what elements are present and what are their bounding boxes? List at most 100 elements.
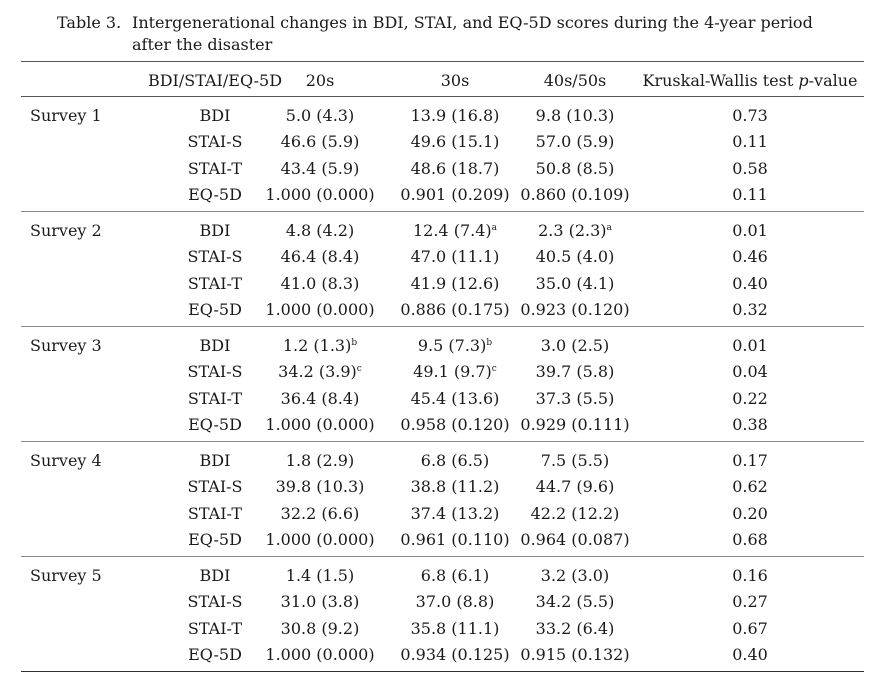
footnote-marker: a (606, 223, 612, 233)
cell-40s50s: 33.2 (6.4) (500, 619, 650, 639)
measure-cell-value: STAI-T (187, 389, 243, 408)
cell-40s50s: 0.860 (0.109) (500, 185, 650, 205)
cell-30s: 37.4 (13.2) (370, 504, 540, 524)
cell-20s: 1.8 (2.9) (240, 451, 400, 471)
cell-p-value-value: 0.40 (732, 645, 768, 664)
cell-20s: 43.4 (5.9) (240, 159, 400, 179)
cell-30s: 41.9 (12.6) (370, 274, 540, 294)
cell-p-value-value: 0.38 (732, 415, 768, 434)
cell-40s50s-value: 9.8 (10.3) (535, 106, 615, 125)
footnote-marker: c (491, 364, 497, 374)
cell-p-value-value: 0.16 (732, 566, 768, 585)
cell-p-value: 0.27 (640, 592, 860, 612)
measure-cell-value: STAI-T (187, 619, 243, 638)
cell-30s-value: 13.9 (16.8) (410, 106, 500, 125)
cell-20s-value: 39.8 (10.3) (275, 477, 365, 496)
cell-p-value-value: 0.27 (732, 592, 768, 611)
cell-p-value: 0.40 (640, 274, 860, 294)
cell-30s: 47.0 (11.1) (370, 247, 540, 267)
survey-label: Survey 2 (30, 221, 102, 240)
cell-30s: 0.901 (0.209) (370, 185, 540, 205)
survey-label: Survey 5 (30, 566, 102, 585)
cell-p-value-value: 0.04 (732, 362, 768, 381)
cell-p-value: 0.58 (640, 159, 860, 179)
measure-cell-value: EQ-5D (188, 415, 242, 434)
bottom-rule (21, 671, 864, 672)
measure-cell-value: BDI (199, 221, 231, 240)
cell-30s: 13.9 (16.8) (370, 106, 540, 126)
cell-p-value-value: 0.11 (732, 185, 768, 204)
cell-p-value-value: 0.11 (732, 132, 768, 151)
cell-30s: 9.5 (7.3)b (370, 336, 540, 356)
measure-cell-value: STAI-S (187, 247, 243, 266)
cell-p-value-value: 0.01 (732, 336, 768, 355)
cell-30s-value: 37.0 (8.8) (415, 592, 495, 611)
cell-20s: 46.4 (8.4) (240, 247, 400, 267)
cell-p-value: 0.01 (640, 221, 860, 241)
cell-20s: 31.0 (3.8) (240, 592, 400, 612)
measure-cell-value: EQ-5D (188, 530, 242, 549)
cell-30s-value: 49.1 (9.7) (413, 362, 492, 381)
header-p-italic: p (798, 71, 809, 90)
cell-40s50s-value: 35.0 (4.1) (535, 274, 615, 293)
cell-40s50s: 39.7 (5.8) (500, 362, 650, 382)
cell-30s-value: 0.958 (0.120) (400, 415, 510, 434)
cell-40s50s: 34.2 (5.5) (500, 592, 650, 612)
cell-40s50s: 40.5 (4.0) (500, 247, 650, 267)
cell-p-value: 0.11 (640, 132, 860, 152)
cell-20s: 36.4 (8.4) (240, 389, 400, 409)
cell-40s50s-value: 40.5 (4.0) (535, 247, 615, 266)
cell-40s50s-value: 0.915 (0.132) (520, 645, 630, 664)
cell-30s: 45.4 (13.6) (370, 389, 540, 409)
cell-30s: 38.8 (11.2) (370, 477, 540, 497)
cell-30s: 49.1 (9.7)c (370, 362, 540, 382)
measure-cell: STAI-S (110, 592, 320, 612)
footnote-marker: c (356, 364, 362, 374)
cell-40s50s: 0.915 (0.132) (500, 645, 650, 665)
cell-40s50s-value: 57.0 (5.9) (535, 132, 615, 151)
cell-20s: 1.000 (0.000) (240, 415, 400, 435)
measure-cell: EQ-5D (110, 185, 320, 205)
cell-30s-value: 6.8 (6.5) (420, 451, 490, 470)
cell-40s50s-value: 42.2 (12.2) (530, 504, 620, 523)
cell-p-value: 0.22 (640, 389, 860, 409)
footnote-marker: b (486, 338, 493, 348)
cell-30s: 12.4 (7.4)a (370, 221, 540, 241)
cell-p-value: 0.38 (640, 415, 860, 435)
measure-cell-value: EQ-5D (188, 300, 242, 319)
cell-p-value-value: 0.40 (732, 274, 768, 293)
cell-p-value-value: 0.01 (732, 221, 768, 240)
measure-cell-value: STAI-S (187, 132, 243, 151)
cell-20s-value: 46.6 (5.9) (280, 132, 360, 151)
block-divider (21, 326, 864, 327)
measure-cell-value: STAI-S (187, 477, 243, 496)
header-p-prefix: Kruskal-Wallis test (642, 71, 799, 90)
cell-40s50s: 0.964 (0.087) (500, 530, 650, 550)
cell-p-value-value: 0.32 (732, 300, 768, 319)
measure-cell: BDI (110, 336, 320, 356)
cell-40s50s-value: 2.3 (2.3) (538, 221, 607, 240)
measure-cell-value: EQ-5D (188, 645, 242, 664)
cell-40s50s: 42.2 (12.2) (500, 504, 650, 524)
cell-20s-value: 30.8 (9.2) (280, 619, 360, 638)
cell-20s-value: 46.4 (8.4) (280, 247, 360, 266)
block-divider (21, 211, 864, 212)
cell-20s-value: 1.000 (0.000) (265, 300, 375, 319)
measure-cell: STAI-T (110, 389, 320, 409)
measure-cell: BDI (110, 106, 320, 126)
cell-30s: 0.958 (0.120) (370, 415, 540, 435)
cell-20s: 1.000 (0.000) (240, 185, 400, 205)
measure-cell-value: STAI-T (187, 504, 243, 523)
cell-p-value-value: 0.73 (732, 106, 768, 125)
cell-20s: 39.8 (10.3) (240, 477, 400, 497)
cell-p-value: 0.46 (640, 247, 860, 267)
cell-40s50s-value: 0.964 (0.087) (520, 530, 630, 549)
cell-40s50s: 35.0 (4.1) (500, 274, 650, 294)
measure-cell: STAI-S (110, 362, 320, 382)
cell-20s-value: 43.4 (5.9) (280, 159, 360, 178)
cell-p-value-value: 0.67 (732, 619, 768, 638)
cell-p-value: 0.01 (640, 336, 860, 356)
cell-40s50s-value: 39.7 (5.8) (535, 362, 615, 381)
cell-40s50s: 44.7 (9.6) (500, 477, 650, 497)
cell-40s50s: 57.0 (5.9) (500, 132, 650, 152)
